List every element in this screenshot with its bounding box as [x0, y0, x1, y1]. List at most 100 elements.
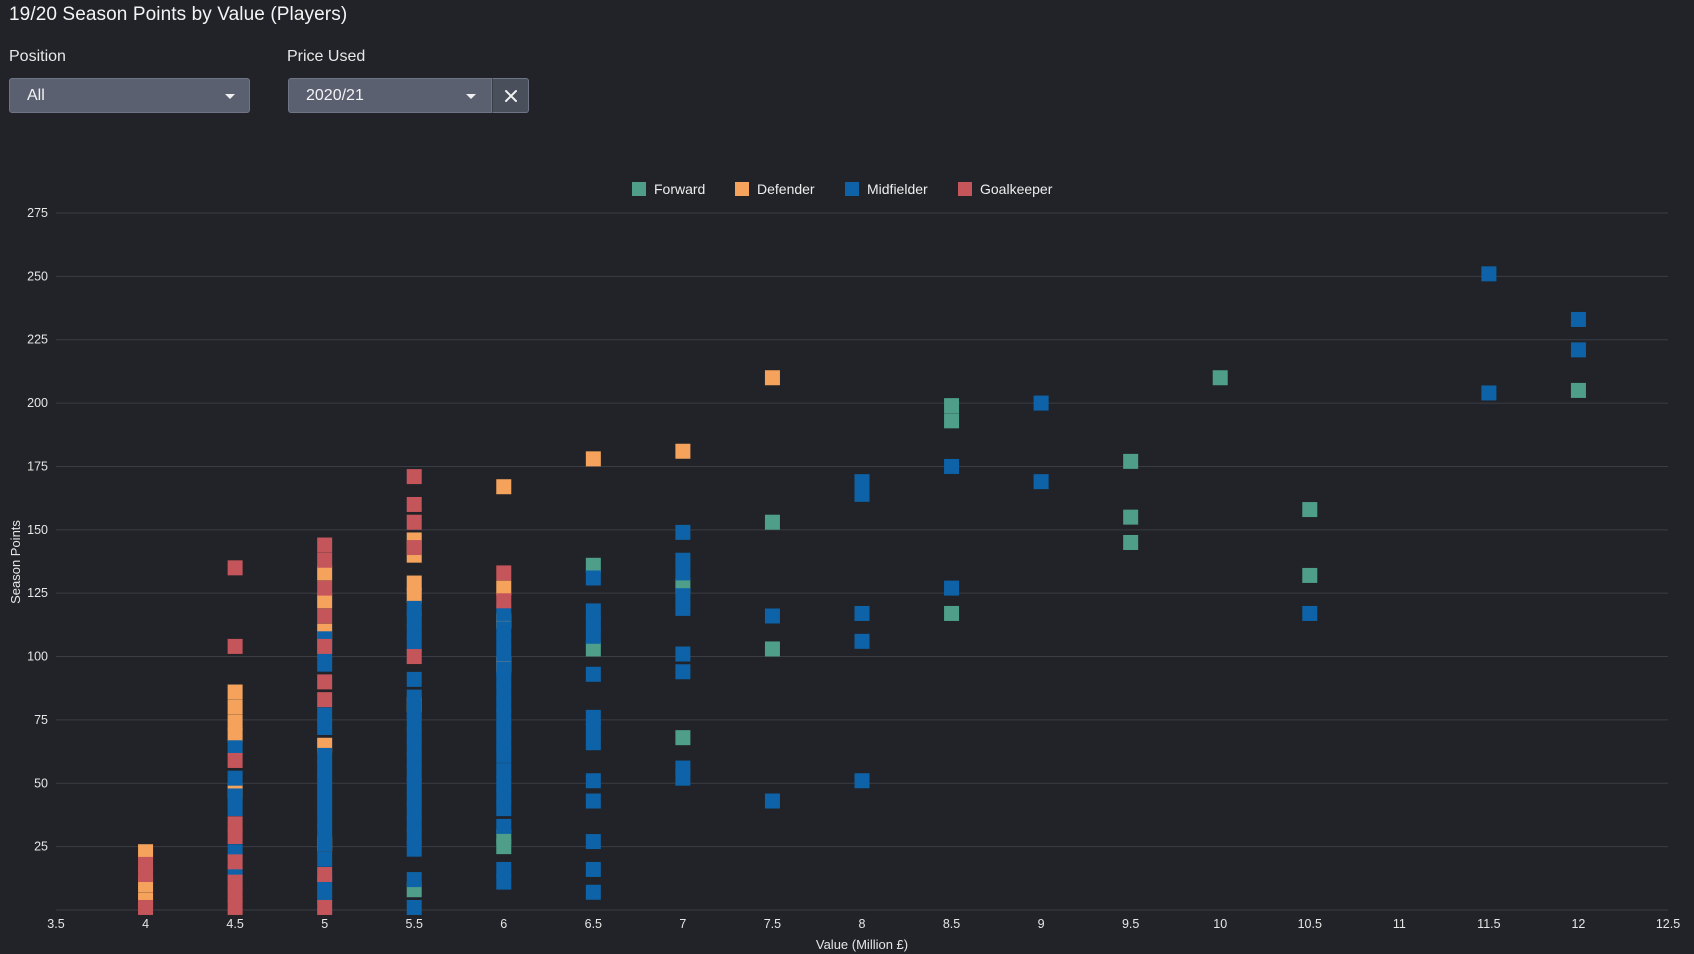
data-point-midfielder[interactable] — [317, 836, 333, 852]
data-point-midfielder[interactable] — [406, 623, 422, 639]
data-point-midfielder[interactable] — [317, 887, 333, 903]
data-point-midfielder[interactable] — [496, 818, 512, 834]
data-point-midfielder[interactable] — [496, 646, 512, 662]
data-point-midfielder[interactable] — [585, 616, 601, 632]
data-point-forward[interactable] — [764, 514, 780, 530]
data-point-forward[interactable] — [1302, 502, 1318, 518]
legend-item-goalkeeper[interactable]: Goalkeeper — [958, 181, 1053, 197]
data-point-forward[interactable] — [1570, 382, 1586, 398]
data-point-goalkeeper[interactable] — [317, 899, 333, 915]
data-point-midfielder[interactable] — [944, 580, 960, 596]
data-point-goalkeeper[interactable] — [227, 560, 243, 576]
data-point-goalkeeper[interactable] — [496, 593, 512, 609]
data-point-goalkeeper[interactable] — [317, 537, 333, 553]
data-point-midfielder[interactable] — [317, 811, 333, 827]
data-point-midfielder[interactable] — [406, 765, 422, 781]
data-point-goalkeeper[interactable] — [317, 867, 333, 883]
data-point-midfielder[interactable] — [496, 775, 512, 791]
data-point-midfielder[interactable] — [496, 633, 512, 649]
data-point-midfielder[interactable] — [406, 828, 422, 844]
data-point-midfielder[interactable] — [585, 884, 601, 900]
data-point-midfielder[interactable] — [317, 707, 333, 723]
data-point-midfielder[interactable] — [1481, 385, 1497, 401]
data-point-goalkeeper[interactable] — [317, 580, 333, 596]
data-point-midfielder[interactable] — [317, 823, 333, 839]
data-point-goalkeeper[interactable] — [138, 899, 154, 915]
data-point-forward[interactable] — [1302, 567, 1318, 583]
data-point-midfielder[interactable] — [496, 747, 512, 763]
data-point-midfielder[interactable] — [585, 834, 601, 850]
data-point-midfielder[interactable] — [406, 752, 422, 768]
data-point-midfielder[interactable] — [854, 633, 870, 649]
data-point-goalkeeper[interactable] — [227, 887, 243, 903]
data-point-midfielder[interactable] — [675, 565, 691, 581]
data-point-defender[interactable] — [764, 370, 780, 386]
data-point-midfielder[interactable] — [406, 702, 422, 718]
data-point-midfielder[interactable] — [585, 793, 601, 809]
data-point-midfielder[interactable] — [585, 773, 601, 789]
data-point-defender[interactable] — [585, 451, 601, 467]
data-point-midfielder[interactable] — [406, 689, 422, 705]
data-point-midfielder[interactable] — [496, 874, 512, 890]
data-point-midfielder[interactable] — [227, 788, 243, 804]
data-point-midfielder[interactable] — [317, 656, 333, 672]
data-point-defender[interactable] — [406, 588, 422, 604]
data-point-midfielder[interactable] — [317, 760, 333, 776]
data-point-midfielder[interactable] — [1033, 474, 1049, 490]
data-point-midfielder[interactable] — [675, 588, 691, 604]
data-point-midfielder[interactable] — [227, 740, 243, 756]
data-point-midfielder[interactable] — [496, 709, 512, 725]
data-point-midfielder[interactable] — [1570, 311, 1586, 327]
data-point-midfielder[interactable] — [496, 735, 512, 751]
data-point-midfielder[interactable] — [496, 661, 512, 677]
data-point-midfielder[interactable] — [585, 861, 601, 877]
legend[interactable]: Forward Defender Midfielder Goalkeeper — [632, 181, 1053, 197]
legend-item-defender[interactable]: Defender — [735, 181, 815, 197]
data-point-midfielder[interactable] — [854, 486, 870, 502]
data-point-midfielder[interactable] — [406, 714, 422, 730]
data-point-midfielder[interactable] — [764, 793, 780, 809]
data-point-defender[interactable] — [675, 443, 691, 459]
data-point-goalkeeper[interactable] — [227, 638, 243, 654]
data-point-midfielder[interactable] — [406, 740, 422, 756]
data-point-midfielder[interactable] — [496, 763, 512, 779]
data-point-midfielder[interactable] — [675, 664, 691, 680]
data-point-goalkeeper[interactable] — [496, 565, 512, 581]
data-point-midfielder[interactable] — [1481, 266, 1497, 282]
data-point-midfielder[interactable] — [406, 803, 422, 819]
legend-item-midfielder[interactable]: Midfielder — [845, 181, 928, 197]
data-point-goalkeeper[interactable] — [227, 874, 243, 890]
legend-item-forward[interactable]: Forward — [632, 181, 705, 197]
data-point-goalkeeper[interactable] — [406, 649, 422, 665]
data-point-midfielder[interactable] — [585, 666, 601, 682]
data-point-forward[interactable] — [1123, 453, 1139, 469]
data-point-forward[interactable] — [675, 730, 691, 746]
data-point-defender[interactable] — [406, 575, 422, 591]
data-point-midfielder[interactable] — [317, 747, 333, 763]
data-point-defender[interactable] — [496, 479, 512, 495]
position-dropdown[interactable]: All — [9, 78, 250, 113]
data-point-midfielder[interactable] — [406, 872, 422, 888]
data-point-midfielder[interactable] — [496, 684, 512, 700]
data-point-midfielder[interactable] — [317, 798, 333, 814]
data-point-midfielder[interactable] — [496, 697, 512, 713]
data-point-midfielder[interactable] — [496, 861, 512, 877]
data-point-defender[interactable] — [317, 593, 333, 609]
data-point-midfielder[interactable] — [406, 600, 422, 616]
data-point-midfielder[interactable] — [496, 605, 512, 621]
data-point-midfielder[interactable] — [585, 603, 601, 619]
data-point-goalkeeper[interactable] — [227, 752, 243, 768]
data-point-midfielder[interactable] — [406, 636, 422, 652]
data-point-defender[interactable] — [138, 844, 154, 860]
data-point-midfielder[interactable] — [227, 801, 243, 817]
data-point-forward[interactable] — [944, 413, 960, 429]
data-point-goalkeeper[interactable] — [317, 638, 333, 654]
data-point-midfielder[interactable] — [496, 722, 512, 738]
data-point-defender[interactable] — [227, 727, 243, 743]
data-point-forward[interactable] — [944, 398, 960, 414]
data-point-midfielder[interactable] — [944, 458, 960, 474]
data-point-forward[interactable] — [764, 641, 780, 657]
data-point-goalkeeper[interactable] — [317, 552, 333, 568]
data-point-goalkeeper[interactable] — [406, 540, 422, 556]
data-point-midfielder[interactable] — [496, 621, 512, 637]
